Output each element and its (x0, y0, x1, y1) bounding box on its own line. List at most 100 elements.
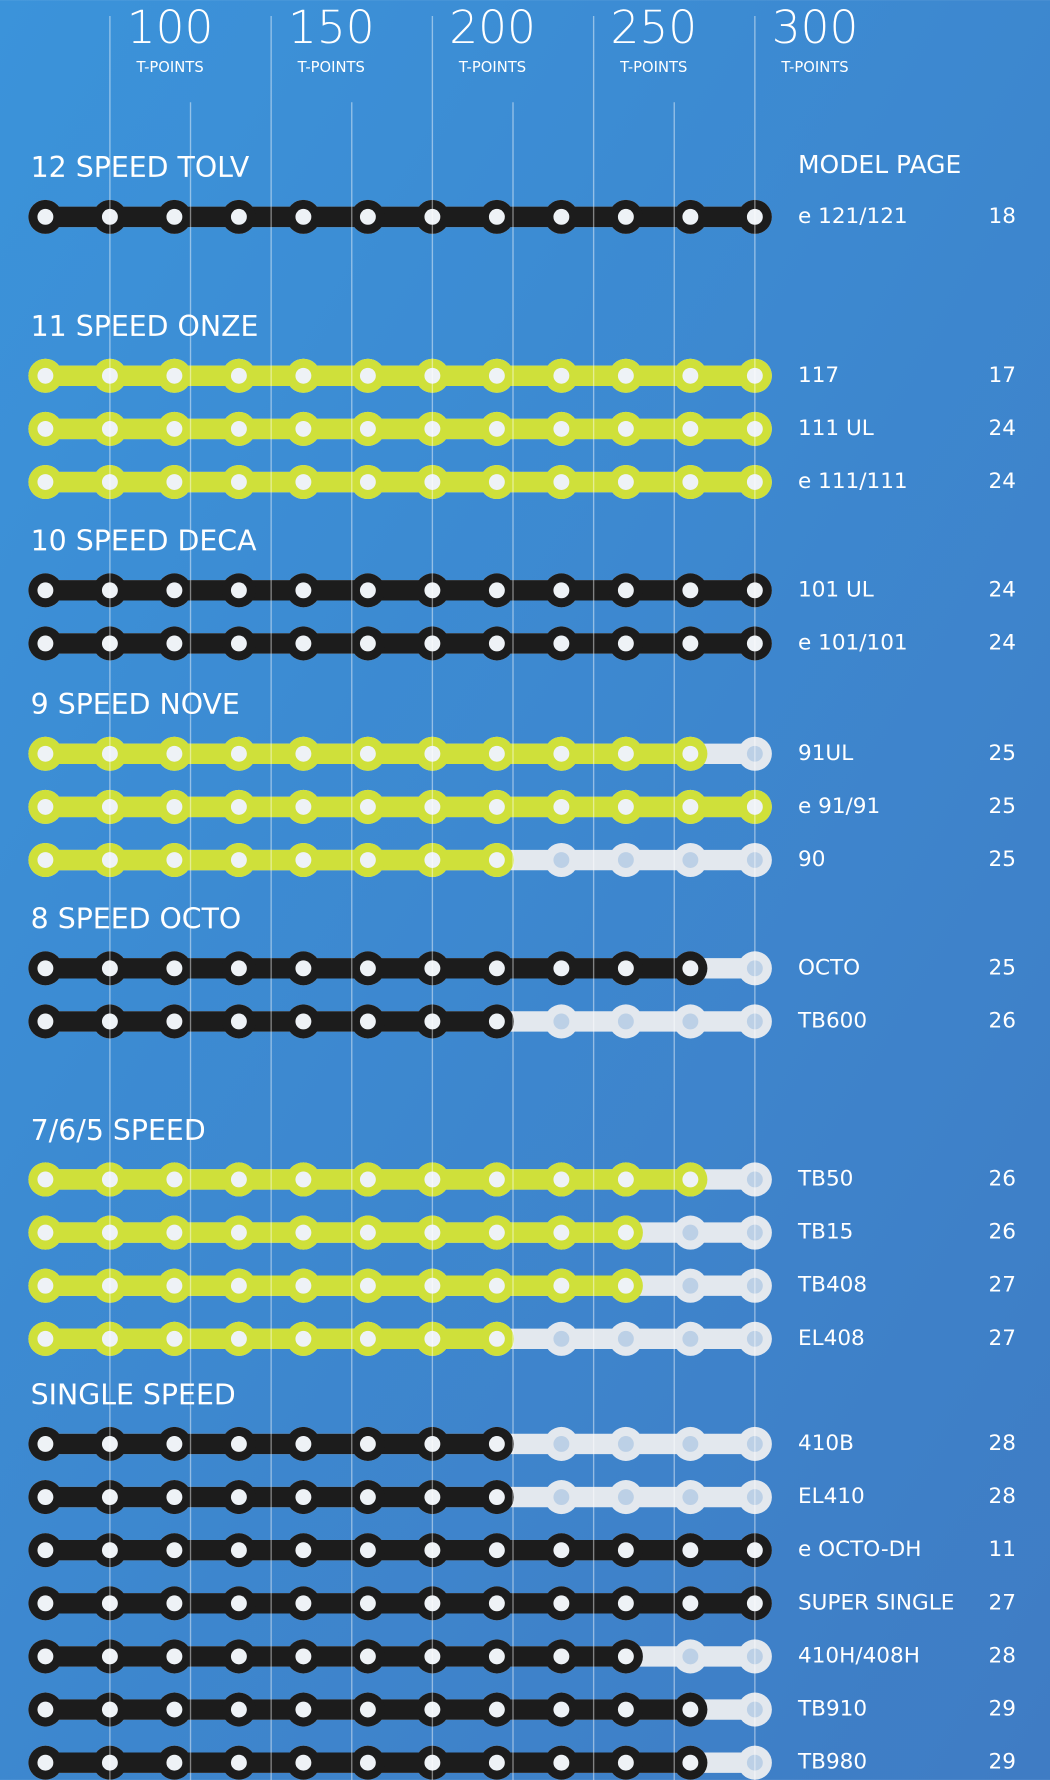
link-hole (682, 636, 698, 652)
page-label: 29 (989, 1697, 1016, 1722)
link-hole (231, 368, 247, 384)
link-hole (682, 1595, 698, 1611)
link-hole (489, 852, 505, 868)
model-label: 117 (798, 363, 839, 388)
link-hole (682, 1489, 698, 1505)
link-hole (553, 1702, 569, 1718)
x-tick-sublabel: T-POINTS (135, 59, 203, 76)
page-label: 18 (989, 204, 1016, 229)
column-header: MODEL PAGE (798, 150, 961, 179)
link-hole (295, 1755, 311, 1771)
model-label: OCTO (798, 955, 860, 980)
page-label: 24 (989, 577, 1016, 602)
link-hole (37, 960, 53, 976)
link-hole (166, 209, 182, 225)
link-hole (489, 746, 505, 762)
link-hole (553, 1331, 569, 1347)
group-title: 10 SPEED DECA (31, 525, 257, 558)
link-hole (166, 1755, 182, 1771)
model-label: 90 (798, 847, 825, 872)
page-label: 26 (989, 1220, 1016, 1245)
link-hole (553, 852, 569, 868)
page-label: 26 (989, 1166, 1016, 1191)
link-hole (489, 1702, 505, 1718)
link-hole (682, 1278, 698, 1294)
page-label: 27 (989, 1590, 1016, 1615)
link-hole (231, 1172, 247, 1188)
link-hole (231, 1225, 247, 1241)
link-hole (231, 960, 247, 976)
link-hole (618, 209, 634, 225)
link-hole (231, 1755, 247, 1771)
link-hole (553, 1172, 569, 1188)
link-hole (682, 1014, 698, 1030)
link-hole (231, 1014, 247, 1030)
page-label: 24 (989, 630, 1016, 655)
model-label: TB15 (797, 1220, 853, 1245)
link-hole (682, 1542, 698, 1558)
page-label: 25 (989, 741, 1016, 766)
link-hole (682, 1702, 698, 1718)
link-hole (618, 1225, 634, 1241)
link-hole (37, 1702, 53, 1718)
link-hole (37, 746, 53, 762)
link-hole (618, 960, 634, 976)
link-hole (682, 746, 698, 762)
x-tick-label: 200 (449, 1, 536, 54)
link-hole (553, 474, 569, 490)
link-hole (37, 1436, 53, 1452)
link-hole (489, 582, 505, 598)
link-hole (618, 1278, 634, 1294)
link-hole (553, 1436, 569, 1452)
link-hole (37, 582, 53, 598)
model-label: e OCTO-DH (798, 1537, 921, 1562)
model-label: 410B (798, 1431, 854, 1456)
model-label: TB910 (797, 1697, 867, 1722)
page-label: 26 (989, 1008, 1016, 1033)
link-hole (166, 1278, 182, 1294)
link-hole (295, 636, 311, 652)
link-hole (553, 1014, 569, 1030)
link-hole (553, 636, 569, 652)
link-hole (360, 1595, 376, 1611)
link-hole (618, 368, 634, 384)
link-hole (295, 582, 311, 598)
link-hole (37, 1542, 53, 1558)
link-hole (618, 1014, 634, 1030)
link-hole (682, 1648, 698, 1664)
link-hole (295, 421, 311, 437)
link-hole (489, 1014, 505, 1030)
link-hole (682, 1331, 698, 1347)
link-hole (166, 1702, 182, 1718)
link-hole (231, 852, 247, 868)
link-hole (166, 960, 182, 976)
link-hole (295, 1225, 311, 1241)
link-hole (231, 636, 247, 652)
link-hole (37, 421, 53, 437)
link-hole (489, 1172, 505, 1188)
model-label: 91UL (798, 741, 853, 766)
bar (32, 366, 755, 386)
link-hole (553, 421, 569, 437)
page-label: 11 (989, 1537, 1016, 1562)
link-hole (166, 1014, 182, 1030)
link-hole (682, 582, 698, 598)
link-hole (618, 852, 634, 868)
link-hole (295, 1702, 311, 1718)
link-hole (489, 368, 505, 384)
link-hole (489, 1595, 505, 1611)
model-label: e 111/111 (798, 469, 908, 494)
link-hole (37, 799, 53, 815)
model-label: 111 UL (798, 416, 874, 441)
link-hole (618, 421, 634, 437)
link-hole (489, 1331, 505, 1347)
link-hole (360, 1436, 376, 1452)
model-label: e 121/121 (798, 204, 908, 229)
link-hole (618, 636, 634, 652)
link-hole (37, 1595, 53, 1611)
model-label: EL410 (798, 1484, 865, 1509)
link-hole (295, 1542, 311, 1558)
link-hole (166, 474, 182, 490)
link-hole (489, 1436, 505, 1452)
link-hole (37, 1755, 53, 1771)
